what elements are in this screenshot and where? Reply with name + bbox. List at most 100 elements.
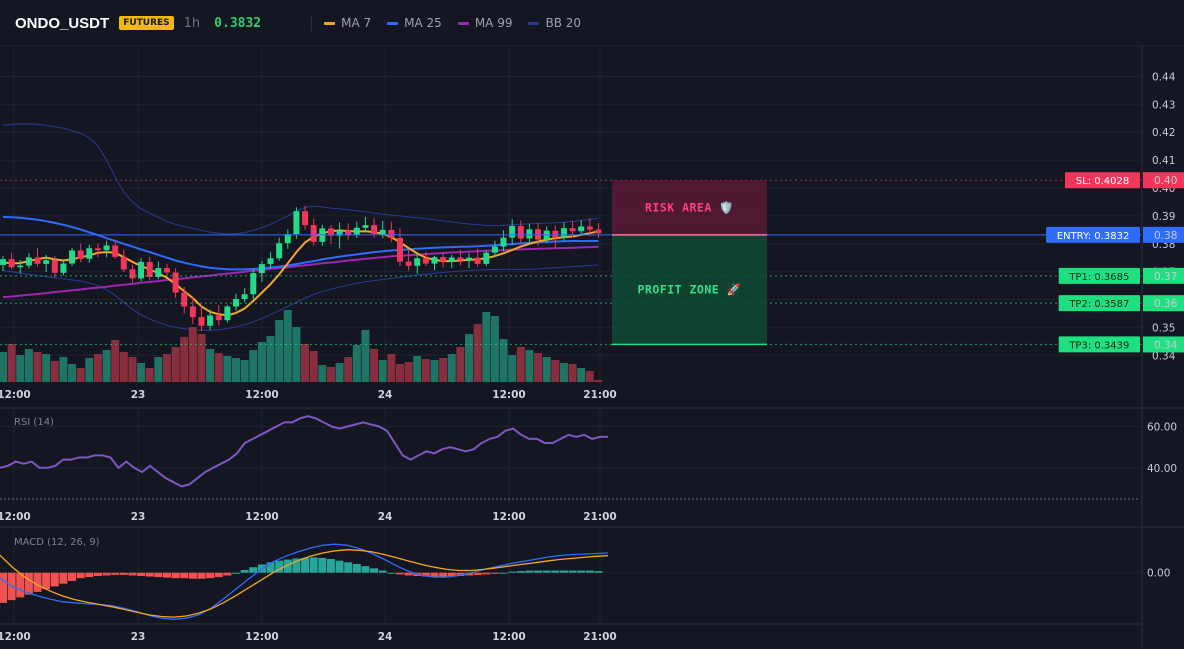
volume-bar [68, 364, 77, 382]
candle-body [120, 256, 127, 270]
candle-body [396, 237, 403, 262]
macd-histogram-bar [50, 572, 59, 587]
take-profit-2-axis-value: 0.36 [1154, 298, 1178, 310]
volume-bar [197, 334, 206, 382]
legend-ma99-swatch [457, 21, 469, 25]
macd-histogram-bar [542, 570, 551, 573]
volume-bar [551, 360, 560, 382]
candle-body [258, 264, 265, 274]
volume-bar [439, 358, 448, 382]
take-profit-3-label: TP3: 0.3439 [1068, 340, 1129, 351]
profit-zone-label: PROFIT ZONE 🚀 [638, 283, 742, 297]
symbol-name[interactable]: ONDO_USDT [15, 14, 110, 32]
price-axis-tick: 0.41 [1152, 155, 1175, 167]
legend-ma99[interactable]: MA 99 [457, 16, 513, 30]
take-profit-1-tag [1058, 267, 1140, 284]
volume-bar [525, 350, 534, 382]
candle-body [207, 315, 214, 326]
price-axis-tick: 0.43 [1152, 99, 1175, 111]
macd-histogram-bar [206, 572, 215, 579]
volume-bar [59, 357, 68, 382]
macd-histogram-bar [516, 571, 525, 573]
macd-histogram-bar [395, 572, 404, 575]
macd-histogram-bar [594, 571, 603, 573]
candle-body [241, 294, 248, 299]
macd-time-tick: 12:00 [0, 631, 31, 643]
macd-histogram-bar [197, 572, 206, 579]
main-time-tick: 12:00 [0, 389, 31, 401]
volume-bar [171, 347, 180, 382]
candle-body [474, 257, 481, 264]
macd-histogram-bar [404, 572, 413, 576]
candle-body [517, 225, 524, 239]
macd-histogram-bar [128, 572, 137, 576]
legend-ma7-swatch [324, 21, 336, 25]
volume-bar [214, 353, 223, 382]
take-profit-3-tag [1058, 336, 1140, 353]
macd-histogram-bar [68, 572, 77, 581]
volume-bar [361, 330, 370, 382]
macd-histogram-bar [119, 572, 128, 575]
macd-histogram-bar [326, 559, 335, 573]
legend-bb20[interactable]: BB 20 [528, 16, 581, 30]
macd-time-tick: 12:00 [492, 631, 525, 643]
stop-loss-axis-value: 0.40 [1154, 175, 1177, 187]
entry-axis-value: 0.38 [1154, 230, 1177, 242]
timeframe-label[interactable]: 1h [183, 15, 201, 31]
volume-bar [594, 380, 603, 382]
volume-bar [93, 354, 102, 382]
volume-bar [24, 349, 33, 382]
macd-histogram-bar [16, 572, 25, 598]
candle-body [155, 268, 162, 277]
take-profit-2-axis-tag [1143, 295, 1184, 312]
rsi-time-tick: 12:00 [0, 511, 31, 523]
candle-body [284, 234, 291, 244]
volume-bar [240, 360, 249, 382]
macd-histogram-bar [473, 572, 482, 575]
risk-area-zone [612, 180, 767, 235]
volume-bar [370, 349, 379, 382]
candle-body [189, 306, 196, 318]
legend-ma7-label: MA 7 [341, 16, 372, 30]
macd-histogram-bar [387, 572, 396, 574]
volume-bar [0, 352, 7, 382]
profit-zone [612, 234, 767, 345]
candle-body [431, 257, 438, 264]
macd-histogram-bar [76, 572, 85, 579]
volume-bar [352, 345, 361, 382]
macd-histogram-bar [33, 572, 42, 592]
volume-bar [465, 334, 474, 382]
rsi-axis-tick: 40.00 [1147, 463, 1177, 475]
candle-body [224, 306, 231, 321]
legend-ma7[interactable]: MA 7 [324, 16, 371, 30]
candle-body [414, 258, 421, 266]
volume-bar [223, 356, 232, 382]
volume-bar [137, 363, 146, 382]
candle-body [198, 317, 205, 326]
rsi-title: RSI (14) [14, 417, 54, 428]
candle-body [267, 258, 274, 265]
volume-bar [508, 355, 517, 382]
candle-body [129, 269, 136, 279]
candle-body [422, 258, 429, 264]
candle-body [448, 257, 455, 262]
candle-body [509, 225, 516, 238]
rsi-axis-tick: 60.00 [1147, 422, 1177, 434]
macd-histogram-bar [482, 572, 491, 575]
macd-histogram-bar [137, 572, 146, 576]
volume-bar [473, 324, 482, 382]
volume-bar [456, 347, 465, 382]
candle-body [500, 237, 507, 247]
price-axis-tick: 0.44 [1152, 71, 1176, 83]
volume-bar [585, 371, 594, 382]
rsi-time-tick: 12:00 [245, 511, 278, 523]
macd-histogram-bar [111, 572, 120, 575]
legend-ma25[interactable]: MA 25 [387, 16, 442, 30]
price-axis-tick: 0.34 [1152, 350, 1176, 362]
volume-bar [309, 351, 318, 382]
legend-ma99-label: MA 99 [474, 16, 513, 30]
candle-body [552, 230, 559, 238]
rsi-time-tick: 21:00 [583, 511, 616, 523]
